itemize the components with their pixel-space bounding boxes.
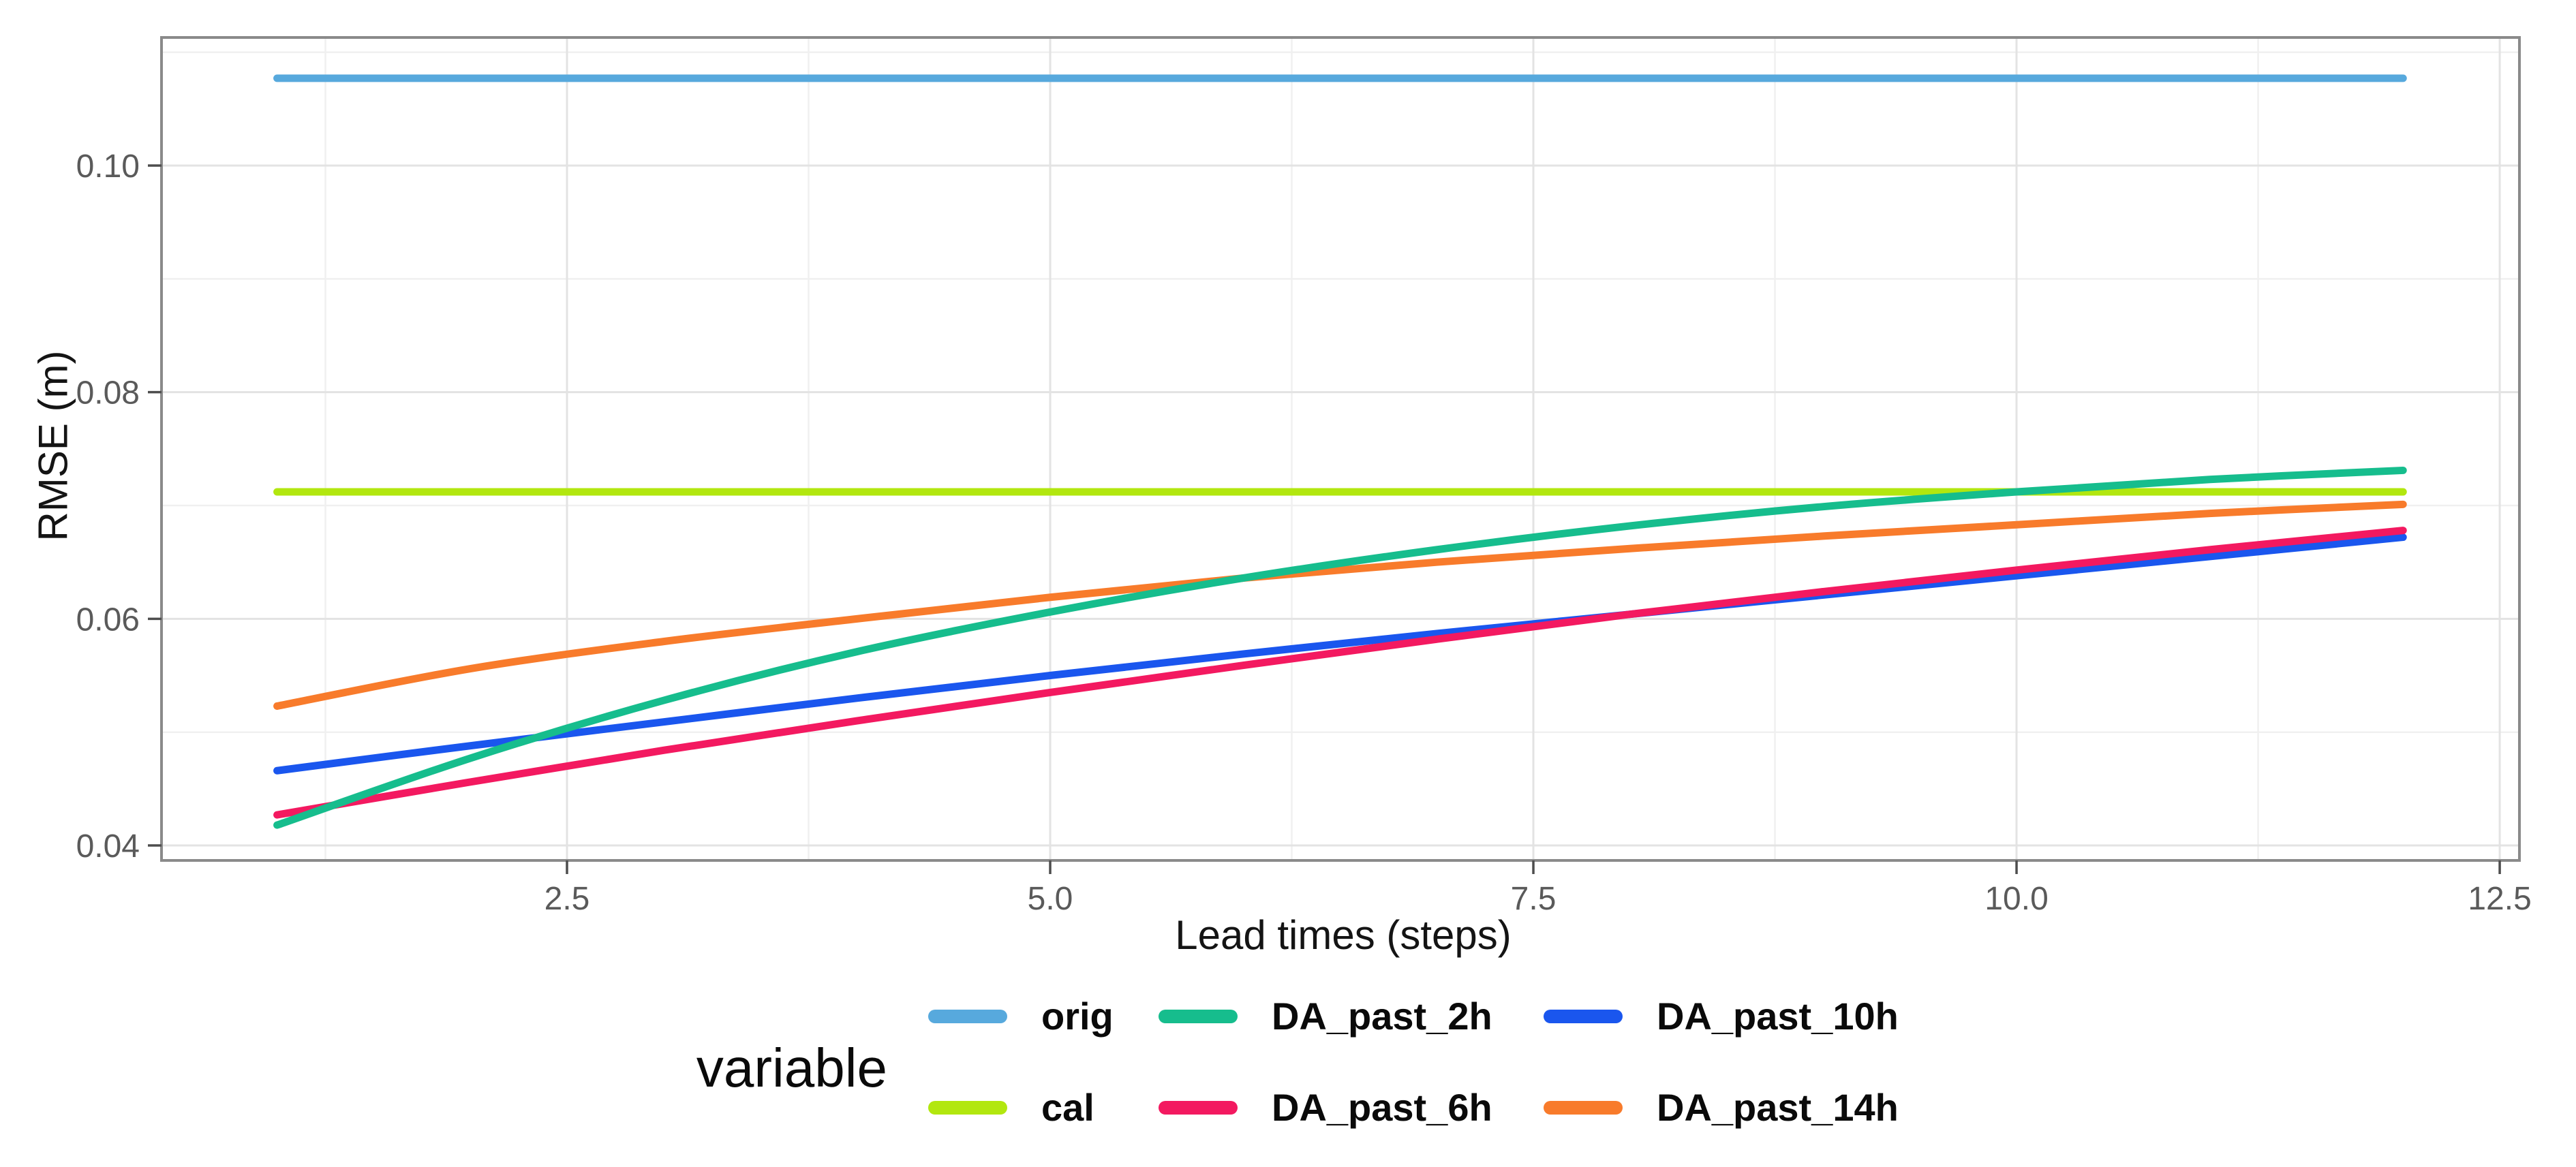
legend-key-DA_past_2h [1159, 1010, 1238, 1023]
legend-key-DA_past_14h [1544, 1101, 1623, 1115]
legend-label-DA_past_6h: DA_past_6h [1272, 1086, 1492, 1129]
legend-title: variable [696, 1038, 887, 1098]
series-line-DA_past_10h [273, 533, 2407, 775]
x-tick-label: 2.5 [545, 881, 590, 917]
x-tick-label: 12.5 [2468, 881, 2531, 917]
x-axis-title: Lead times (steps) [1175, 912, 1512, 958]
legend-label-DA_past_14h: DA_past_14h [1657, 1086, 1899, 1129]
legend-label-orig: orig [1041, 995, 1114, 1038]
y-axis-title: RMSE (m) [30, 350, 76, 542]
legend-key-DA_past_6h [1159, 1101, 1238, 1115]
legend-label-DA_past_2h: DA_past_2h [1272, 995, 1492, 1038]
x-tick-label: 10.0 [1984, 881, 2048, 917]
legend: variable orig cal DA_past_2h DA_past_6h DA_p… [0, 0, 2576, 1129]
y-tick-label: 0.04 [76, 828, 140, 865]
legend-key-cal [928, 1101, 1007, 1115]
legend-label-DA_past_10h: DA_past_10h [1657, 995, 1899, 1038]
legend-key-DA_past_10h [1544, 1010, 1623, 1023]
series-line-DA_past_2h [273, 466, 2407, 829]
y-tick-label: 0.10 [76, 149, 140, 185]
x-tick-label: 5.0 [1028, 881, 1073, 917]
legend-label-cal: cal [1041, 1086, 1094, 1129]
y-tick-label: 0.06 [76, 602, 140, 638]
x-tick-label: 7.5 [1511, 881, 1557, 917]
panel-border [160, 36, 2521, 862]
y-tick-label: 0.08 [76, 375, 140, 411]
series-line-DA_past_6h [273, 527, 2407, 819]
series-line-DA_past_14h [273, 500, 2407, 710]
legend-key-orig [928, 1010, 1007, 1023]
plot-panel [162, 37, 2519, 860]
